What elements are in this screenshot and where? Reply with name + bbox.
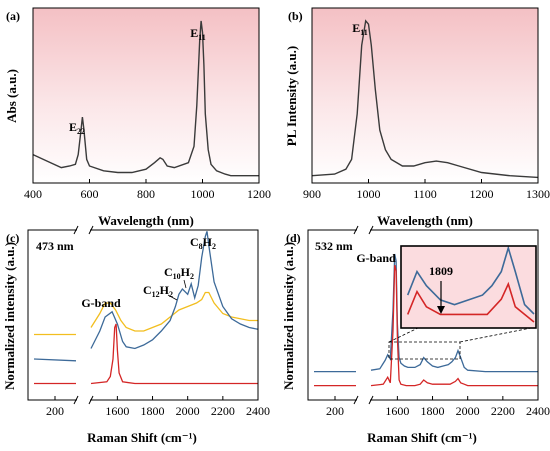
panel-b-background (312, 8, 538, 183)
panel-b-label: (b) (288, 9, 303, 23)
panel-c-series-line-right-0 (90, 291, 258, 332)
panel-c-series-line-left-1 (33, 358, 77, 362)
panel-c-series-group (33, 231, 258, 385)
panel-c-break-mark-a-1 (73, 395, 79, 405)
panel-c-xtick-label-1800: 1800 (141, 404, 165, 418)
panel-d-zoom-line-left (388, 326, 421, 343)
panel-b-xtick-label-1000: 1000 (357, 187, 381, 201)
panel-d-inset-background (401, 246, 536, 328)
panel-a-xtick-label-600: 600 (81, 187, 99, 201)
panel-a-annotation-e11: E11 (190, 26, 206, 42)
panel-d-annotation-1809: 1809 (429, 264, 453, 278)
panel-c-annotation-g-band: G-band (81, 296, 121, 310)
panel-a-background (33, 8, 259, 183)
panel-c-series-line-right-1 (90, 231, 258, 350)
panel-c-annotation-c12h2: C12H2 (143, 283, 173, 299)
panel-c-annotation-c8h2: C8H2 (190, 235, 216, 251)
panel-b-ylabel: PL Intensity (a.u.) (284, 46, 299, 146)
panel-b-xtick-label-1200: 1200 (470, 187, 494, 201)
panel-d-break-mark-a-1 (353, 395, 359, 405)
panel-c-break-mark-b-0 (88, 225, 94, 235)
panel-c: 200 1600 1800 2000 2200 2400 (c) Normalized i… (2, 225, 270, 445)
panel-d-inset-series-line-0 (406, 246, 535, 315)
panel-c-annotation-c10h2: C10H2 (164, 265, 194, 281)
panel-d-zoom-region (388, 341, 461, 360)
panel-c-xtick-label-200: 200 (46, 404, 64, 418)
panel-d-annotation-g-band: G-band (356, 251, 396, 265)
panel-a-xtick-label-1200: 1200 (247, 187, 271, 201)
panel-d-inset-series-group (406, 246, 535, 323)
panel-d-inset-series-line-1 (406, 281, 535, 323)
panel-d-break-mark-b-0 (368, 225, 374, 235)
panel-d-break-mark-b-1 (368, 395, 374, 405)
panel-c-xtick-label-2200: 2200 (211, 404, 235, 418)
panel-d-inset-frame (400, 245, 537, 329)
panel-a-label: (a) (6, 9, 20, 23)
panel-c-break-gap-0 (77, 227, 90, 233)
panel-d-xtick-label-200: 200 (326, 404, 344, 418)
panel-a-xtick-label-400: 400 (24, 187, 42, 201)
panel-c-xlabel: Raman Shift (cm⁻¹) (87, 430, 197, 445)
panel-b-series-line-0 (312, 19, 538, 179)
panel-d-xtick-label-2200: 2200 (491, 404, 515, 418)
panel-c-xtick-label-2000: 2000 (176, 404, 200, 418)
panel-c-xtick-label-2400: 2400 (246, 404, 270, 418)
panel-c-c12h2-leader (167, 294, 178, 301)
panel-b-xtick-label-1300: 1300 (526, 187, 550, 201)
panel-d-break-gap-1 (357, 397, 370, 403)
panel-d-xtick-label-1600: 1600 (385, 404, 409, 418)
panel-d-ylabel: Normalized intensity (a.u.) (281, 242, 296, 390)
panel-c-xtick-label-1600: 1600 (105, 404, 129, 418)
panel-c-axis-break (73, 225, 94, 405)
panel-d-break-mark-a-0 (353, 225, 359, 235)
panel-a: 400 600 800 1000 1200 (a) Abs (a.u.) Wavelen… (4, 7, 271, 228)
panel-d-xlabel: Raman Shift (cm⁻¹) (367, 430, 477, 445)
panel-c-label: (c) (6, 231, 19, 245)
panel-d-label: (d) (286, 231, 301, 245)
panel-b-xlabel: Wavelength (nm) (377, 213, 473, 228)
panel-c-break-mark-a-0 (73, 225, 79, 235)
panel-d-series-group (314, 253, 538, 387)
panel-b-series-group (312, 19, 538, 179)
panel-a-xtick-label-800: 800 (137, 187, 155, 201)
panel-b-xtick-label-900: 900 (303, 187, 321, 201)
panel-c-break-mark-b-1 (88, 395, 94, 405)
panel-d: 200 1600 1800 2000 2200 2400 (d) Normalized i… (281, 225, 550, 445)
panel-c-c10h2-leader (183, 279, 187, 289)
panel-a-ticks: 400 600 800 1000 1200 (24, 179, 271, 201)
panel-d-series-line-right-1 (370, 265, 538, 387)
panel-a-annotation-e22: E22 (69, 120, 85, 136)
panel-a-ylabel: Abs (a.u.) (4, 69, 19, 123)
panel-c-series-line-right-2 (90, 323, 258, 385)
panel-c-frame (27, 229, 259, 401)
panel-b: 900 1000 1100 1200 1300 (b) PL Intensity (a.… (284, 7, 550, 228)
panel-d-zoom-line-right (459, 326, 537, 343)
panel-b-xtick-label-1100: 1100 (413, 187, 437, 201)
panel-d-frame (307, 229, 539, 401)
panel-d-arrowhead-1809 (437, 306, 445, 314)
panel-d-xtick-label-2400: 2400 (526, 404, 550, 418)
panel-b-ticks: 900 1000 1100 1200 1300 (303, 179, 550, 201)
panel-d-break-gap-0 (357, 227, 370, 233)
panel-d-xtick-label-2000: 2000 (456, 404, 480, 418)
panel-b-annotation-e11: E11 (352, 21, 368, 37)
panel-d-note: 532 nm (315, 239, 353, 253)
panel-d-ticks: 200 1600 1800 2000 2200 2400 (326, 396, 550, 418)
panel-a-xlabel: Wavelength (nm) (98, 213, 194, 228)
panel-a-series-group (33, 20, 259, 177)
panel-c-note: 473 nm (36, 239, 74, 253)
panel-d-xtick-label-1800: 1800 (421, 404, 445, 418)
panel-c-break-gap-1 (77, 397, 90, 403)
panel-a-xtick-label-1000: 1000 (191, 187, 215, 201)
panel-c-ticks: 200 1600 1800 2000 2200 2400 (46, 396, 270, 418)
panel-d-axis-break (353, 225, 374, 405)
panel-c-ylabel: Normalized intensity (a.u.) (2, 242, 17, 390)
panel-a-series-line-0 (33, 20, 259, 177)
